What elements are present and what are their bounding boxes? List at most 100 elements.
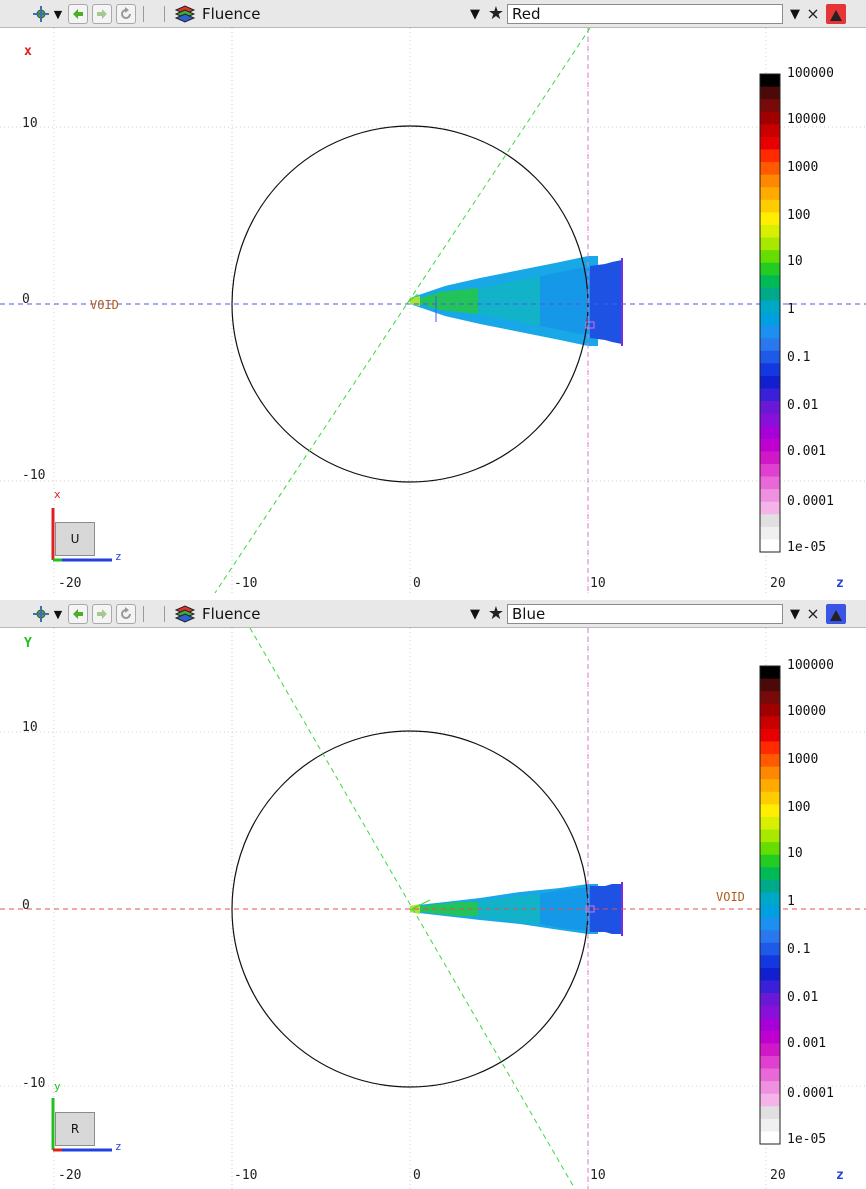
orientation-cube[interactable]: U <box>55 522 95 556</box>
colorbar-band <box>760 905 780 919</box>
title-dropdown-icon[interactable]: ▼ <box>470 6 480 22</box>
colorbar-bottom <box>760 666 780 1145</box>
close-icon[interactable]: × <box>806 604 820 623</box>
colorbar-band <box>760 111 780 125</box>
x-tick-label: 0 <box>413 576 421 591</box>
colorbar-band <box>760 149 780 163</box>
orientation-y-label: y <box>54 1080 61 1093</box>
colorbar-band <box>760 816 780 831</box>
plot-title[interactable]: Fluence <box>202 605 261 623</box>
y-tick-label: -10 <box>22 468 46 483</box>
refresh-icon[interactable] <box>116 604 136 624</box>
layer-dropdown-icon[interactable]: ▼ <box>790 606 800 622</box>
close-icon[interactable]: × <box>806 4 820 23</box>
colorbar-band <box>760 980 780 994</box>
colorbar-band <box>760 388 780 402</box>
x-tick-label: 20 <box>770 1168 786 1183</box>
colorbar-band <box>760 1043 780 1057</box>
colorbar-band <box>760 1055 780 1070</box>
orientation-z-label: z <box>115 550 122 563</box>
orientation-cube[interactable]: R <box>55 1112 95 1146</box>
vertical-axis-label: Y <box>24 636 32 651</box>
colorbar-band <box>760 917 780 931</box>
vertical-axis-label: x <box>24 44 32 59</box>
colorbar-label: 100 <box>787 800 811 815</box>
back-icon[interactable] <box>68 4 88 24</box>
bottom-plot-area[interactable]: Y z 10 0 -10 -20 -10 0 10 20 VOID R y z … <box>0 628 866 1189</box>
refresh-icon[interactable] <box>116 4 136 24</box>
colorbar-label: 10 <box>787 846 803 861</box>
colorbar-band <box>760 501 780 515</box>
x-tick-label: -20 <box>58 576 82 591</box>
horizontal-axis-label: z <box>836 1168 844 1183</box>
colorbar-band <box>760 86 780 100</box>
colorbar-band <box>760 262 780 276</box>
layers-icon[interactable] <box>172 604 198 624</box>
star-icon[interactable]: ★ <box>487 3 505 24</box>
colorbar-band <box>760 162 780 176</box>
colorbar-band <box>760 275 780 289</box>
colorbar-band <box>760 1118 780 1132</box>
top-plot-area[interactable]: x z 10 0 -10 -20 -10 0 10 20 VOID U x z … <box>0 28 866 593</box>
x-tick-label: -20 <box>58 1168 82 1183</box>
colorbar-band <box>760 237 780 251</box>
colorbar-band <box>760 363 780 377</box>
view-options-dropdown-icon[interactable]: ▼ <box>53 7 63 21</box>
plot-title[interactable]: Fluence <box>202 5 261 23</box>
colorbar-band <box>760 754 780 768</box>
colorbar-label: 10000 <box>787 112 827 127</box>
colorbar-band <box>760 489 780 503</box>
layer-field[interactable]: Red <box>507 4 783 24</box>
colorbar-band <box>760 1131 780 1145</box>
colorbar-band <box>760 463 780 478</box>
colorbar-band <box>760 1093 780 1107</box>
colorbar-label: 0.0001 <box>787 1086 834 1101</box>
colorbar-band <box>760 438 780 452</box>
y-tick-label: -10 <box>22 1076 46 1091</box>
horizontal-axis-label: z <box>836 576 844 591</box>
colorbar-label: 1000 <box>787 752 819 767</box>
star-icon[interactable]: ★ <box>487 603 505 624</box>
colorbar-band <box>760 451 780 465</box>
bottom-plot-svg <box>0 628 866 1189</box>
colorbar-band <box>760 338 780 352</box>
colorbar-band <box>760 942 780 956</box>
layers-icon[interactable] <box>172 4 198 24</box>
layer-dropdown-icon[interactable]: ▼ <box>790 6 800 22</box>
colorbar-band <box>760 212 780 226</box>
x-tick-label: 20 <box>770 576 786 591</box>
title-dropdown-icon[interactable]: ▼ <box>470 606 480 622</box>
colorbar-label: 1 <box>787 302 795 317</box>
colorbar-band <box>760 1005 780 1019</box>
bottom-toolbar: ▼ Fluence ▼ ★ Blue ▼ × <box>0 600 866 628</box>
colorbar-label: 100 <box>787 208 811 223</box>
colorbar-top <box>760 74 780 553</box>
colorbar-label: 0.001 <box>787 444 827 459</box>
colorbar-band <box>760 703 780 717</box>
colorbar-label: 1 <box>787 894 795 909</box>
forward-icon[interactable] <box>92 4 112 24</box>
toolbar-separator <box>164 606 165 622</box>
x-tick-label: 0 <box>413 1168 421 1183</box>
colorbar-band <box>760 678 780 692</box>
colorbar-label: 0.1 <box>787 350 811 365</box>
view-options-icon[interactable] <box>30 604 52 624</box>
collapse-icon[interactable] <box>826 604 846 624</box>
colorbar-band <box>760 250 780 264</box>
colorbar-band <box>760 842 780 856</box>
colorbar-band <box>760 1030 780 1044</box>
top-plot-svg <box>0 28 866 593</box>
view-options-dropdown-icon[interactable]: ▼ <box>53 607 63 621</box>
back-icon[interactable] <box>68 604 88 624</box>
colorbar-band <box>760 526 780 540</box>
colorbar-band <box>760 199 780 213</box>
collapse-icon[interactable] <box>826 4 846 24</box>
colorbar-band <box>760 691 780 705</box>
colorbar-band <box>760 766 780 780</box>
colorbar-band <box>760 313 780 327</box>
forward-icon[interactable] <box>92 604 112 624</box>
colorbar-band <box>760 854 780 868</box>
layer-field[interactable]: Blue <box>507 604 783 624</box>
view-options-icon[interactable] <box>30 4 52 24</box>
colorbar-band <box>760 1068 780 1082</box>
